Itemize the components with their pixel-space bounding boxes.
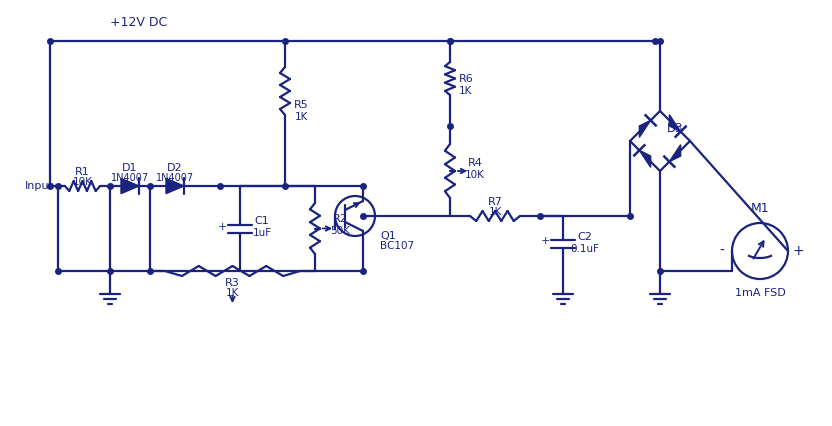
Polygon shape — [166, 178, 184, 194]
Text: R6: R6 — [458, 74, 473, 84]
Polygon shape — [639, 150, 651, 167]
Text: 1K: 1K — [459, 86, 473, 96]
Text: D2: D2 — [167, 163, 183, 173]
Text: 10K: 10K — [465, 170, 485, 180]
Text: R5: R5 — [294, 101, 309, 110]
Text: 1mA FSD: 1mA FSD — [735, 288, 785, 298]
Text: 1K: 1K — [295, 112, 308, 123]
Text: BC107: BC107 — [380, 241, 414, 251]
Text: 1N4007: 1N4007 — [156, 173, 194, 183]
Text: Q1: Q1 — [380, 231, 396, 241]
Text: R3: R3 — [225, 278, 240, 288]
Polygon shape — [669, 145, 681, 161]
Text: 1K: 1K — [225, 288, 239, 298]
Text: +12V DC: +12V DC — [110, 17, 167, 29]
Text: 1N4007: 1N4007 — [111, 173, 149, 183]
Text: 0.1uF: 0.1uF — [571, 245, 600, 254]
Text: R4: R4 — [468, 158, 483, 168]
Text: +: + — [217, 222, 226, 231]
Text: 1K: 1K — [488, 207, 502, 217]
Text: D1: D1 — [122, 163, 138, 173]
Text: 10K: 10K — [72, 177, 92, 187]
Polygon shape — [639, 120, 651, 137]
Text: 1uF: 1uF — [252, 227, 271, 238]
Text: -: - — [720, 244, 725, 258]
Polygon shape — [121, 178, 139, 194]
Text: R1: R1 — [75, 167, 90, 177]
Text: Input: Input — [25, 181, 54, 191]
Text: C2: C2 — [577, 233, 592, 242]
Text: R2: R2 — [333, 213, 348, 224]
Text: M1: M1 — [750, 202, 770, 216]
Text: +: + — [540, 236, 550, 247]
Text: +: + — [792, 244, 804, 258]
Text: C1: C1 — [255, 216, 270, 225]
Polygon shape — [669, 115, 681, 132]
Text: 50K: 50K — [330, 225, 350, 236]
Text: R7: R7 — [488, 197, 503, 207]
Text: D3: D3 — [666, 123, 683, 135]
